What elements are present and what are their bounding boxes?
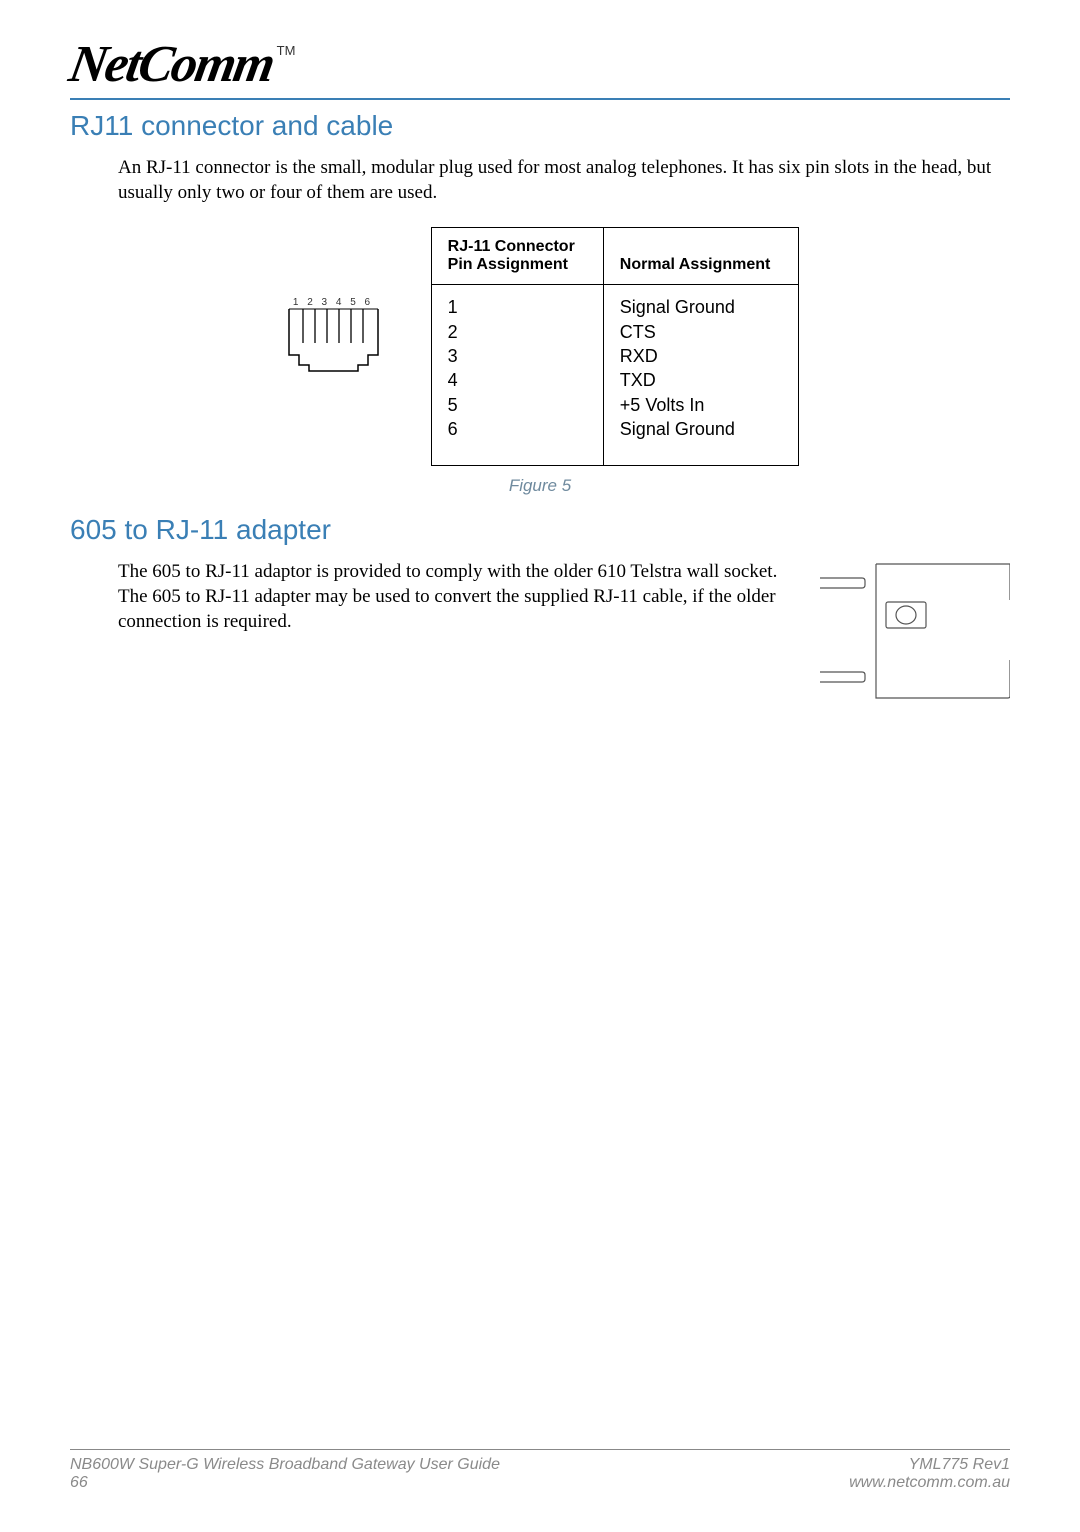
pin-4: 4 bbox=[448, 368, 575, 392]
table-cell-assignments: Signal Ground CTS RXD TXD +5 Volts In Si… bbox=[603, 285, 799, 466]
brand-logo-text: NetComm bbox=[65, 35, 278, 94]
assign-4: TXD bbox=[620, 368, 771, 392]
section1-paragraph: An RJ-11 connector is the small, modular… bbox=[118, 156, 1000, 205]
pin-1: 1 bbox=[448, 295, 575, 319]
table-header-assignment: Normal Assignment bbox=[603, 228, 799, 285]
pin-6: 6 bbox=[448, 417, 575, 441]
pin-2: 2 bbox=[448, 320, 575, 344]
rj11-connector-diagram: 1 2 3 4 5 6 bbox=[281, 295, 386, 378]
footer-doc-title: NB600W Super-G Wireless Broadband Gatewa… bbox=[70, 1456, 500, 1474]
section2-paragraph: The 605 to RJ-11 adaptor is provided to … bbox=[118, 560, 780, 634]
table-header-pin: RJ-11 Connector Pin Assignment bbox=[431, 228, 603, 285]
figure-block: 1 2 3 4 5 6 RJ-11 Connector Pin Assignme… bbox=[70, 227, 1010, 466]
footer-url: www.netcomm.com.au bbox=[849, 1474, 1010, 1492]
assign-6: Signal Ground bbox=[620, 417, 771, 441]
footer-page-number: 66 bbox=[70, 1474, 500, 1492]
assign-5: +5 Volts In bbox=[620, 393, 771, 417]
th-line2: Pin Assignment bbox=[448, 256, 568, 273]
adapter-diagram bbox=[820, 560, 1010, 705]
table-cell-pins: 1 2 3 4 5 6 bbox=[431, 285, 603, 466]
figure-caption: Figure 5 bbox=[70, 476, 1010, 496]
section1-heading: RJ11 connector and cable bbox=[70, 110, 1010, 142]
brand-trademark: TM bbox=[277, 43, 296, 58]
pin-3: 3 bbox=[448, 344, 575, 368]
pin-5: 5 bbox=[448, 393, 575, 417]
page-footer: NB600W Super-G Wireless Broadband Gatewa… bbox=[70, 1449, 1010, 1492]
assign-2: CTS bbox=[620, 320, 771, 344]
header-logo-row: NetComm TM bbox=[70, 35, 1010, 100]
footer-doc-code: YML775 Rev1 bbox=[849, 1456, 1010, 1474]
pin-numbers-label: 1 2 3 4 5 6 bbox=[293, 297, 373, 308]
assign-3: RXD bbox=[620, 344, 771, 368]
section2-heading: 605 to RJ-11 adapter bbox=[70, 514, 1010, 546]
assign-1: Signal Ground bbox=[620, 295, 771, 319]
pin-assignment-table: RJ-11 Connector Pin Assignment Normal As… bbox=[431, 227, 800, 466]
th-line1: RJ-11 Connector bbox=[448, 238, 575, 255]
th-right: Normal Assignment bbox=[620, 256, 771, 273]
